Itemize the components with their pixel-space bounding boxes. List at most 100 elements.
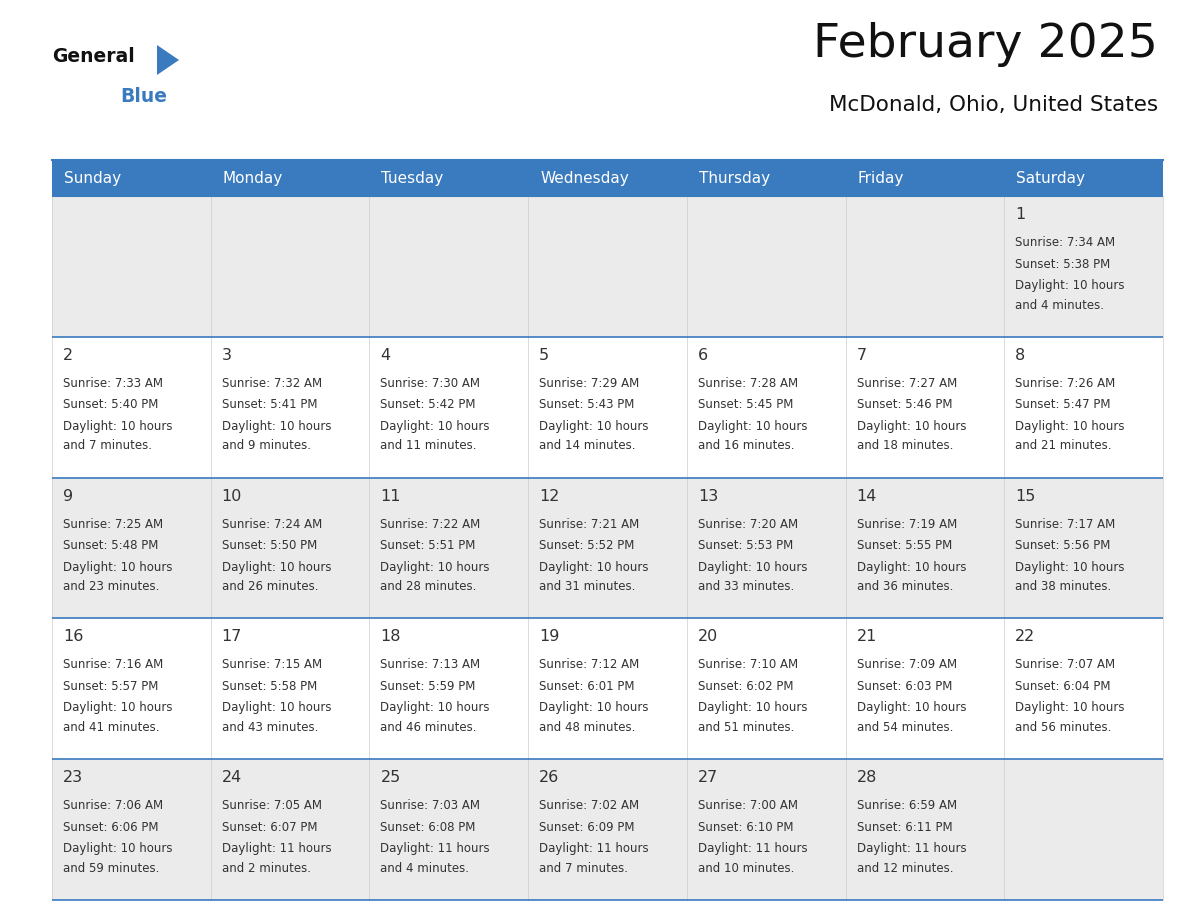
Text: Sunset: 6:08 PM: Sunset: 6:08 PM	[380, 821, 476, 834]
Bar	[846, 759, 1004, 900]
Text: Sunrise: 6:59 AM: Sunrise: 6:59 AM	[857, 800, 956, 812]
Bar	[52, 759, 210, 900]
Bar	[210, 196, 369, 337]
Text: 24: 24	[222, 770, 242, 785]
Text: Sunrise: 7:20 AM: Sunrise: 7:20 AM	[697, 518, 798, 531]
Text: Thursday: Thursday	[699, 171, 770, 185]
Text: 14: 14	[857, 488, 877, 504]
Text: 3: 3	[222, 348, 232, 363]
Text: Sunset: 5:56 PM: Sunset: 5:56 PM	[1016, 539, 1111, 552]
Text: and 56 minutes.: and 56 minutes.	[1016, 721, 1112, 733]
Text: 12: 12	[539, 488, 560, 504]
Text: Daylight: 10 hours: Daylight: 10 hours	[63, 842, 172, 856]
Text: Sunrise: 7:16 AM: Sunrise: 7:16 AM	[63, 658, 163, 671]
Text: Sunrise: 7:19 AM: Sunrise: 7:19 AM	[857, 518, 956, 531]
Text: Sunset: 5:47 PM: Sunset: 5:47 PM	[1016, 398, 1111, 411]
Text: and 28 minutes.: and 28 minutes.	[380, 580, 476, 593]
Text: and 51 minutes.: and 51 minutes.	[697, 721, 795, 733]
Text: Sunrise: 7:22 AM: Sunrise: 7:22 AM	[380, 518, 481, 531]
Bar	[846, 619, 1004, 759]
Bar	[1004, 477, 1163, 619]
Bar	[1004, 196, 1163, 337]
Text: Sunrise: 7:13 AM: Sunrise: 7:13 AM	[380, 658, 481, 671]
Bar	[369, 619, 529, 759]
Text: 20: 20	[697, 630, 718, 644]
Text: Daylight: 10 hours: Daylight: 10 hours	[222, 420, 331, 432]
Text: 18: 18	[380, 630, 400, 644]
Text: Sunrise: 7:24 AM: Sunrise: 7:24 AM	[222, 518, 322, 531]
Text: and 23 minutes.: and 23 minutes.	[63, 580, 159, 593]
Text: and 38 minutes.: and 38 minutes.	[1016, 580, 1112, 593]
Text: and 2 minutes.: and 2 minutes.	[222, 862, 311, 875]
Text: 16: 16	[63, 630, 83, 644]
Bar	[529, 477, 687, 619]
Text: 27: 27	[697, 770, 718, 785]
Text: Blue: Blue	[120, 87, 168, 106]
Bar	[1004, 759, 1163, 900]
Bar	[52, 337, 210, 477]
Text: 5: 5	[539, 348, 549, 363]
Text: and 59 minutes.: and 59 minutes.	[63, 862, 159, 875]
Text: 10: 10	[222, 488, 242, 504]
Bar	[687, 759, 846, 900]
Text: Sunrise: 7:09 AM: Sunrise: 7:09 AM	[857, 658, 956, 671]
Bar	[52, 477, 210, 619]
Text: and 54 minutes.: and 54 minutes.	[857, 721, 953, 733]
Text: Sunset: 6:04 PM: Sunset: 6:04 PM	[1016, 680, 1111, 693]
Text: Sunrise: 7:02 AM: Sunrise: 7:02 AM	[539, 800, 639, 812]
Text: Sunrise: 7:21 AM: Sunrise: 7:21 AM	[539, 518, 639, 531]
Text: Sunset: 5:41 PM: Sunset: 5:41 PM	[222, 398, 317, 411]
Text: Daylight: 10 hours: Daylight: 10 hours	[697, 561, 808, 574]
Bar	[687, 619, 846, 759]
Text: Daylight: 10 hours: Daylight: 10 hours	[222, 701, 331, 714]
Text: Sunset: 5:58 PM: Sunset: 5:58 PM	[222, 680, 317, 693]
Text: Sunset: 6:01 PM: Sunset: 6:01 PM	[539, 680, 634, 693]
Text: Daylight: 10 hours: Daylight: 10 hours	[222, 561, 331, 574]
Text: Sunset: 5:43 PM: Sunset: 5:43 PM	[539, 398, 634, 411]
Text: Friday: Friday	[858, 171, 904, 185]
Text: Sunset: 5:50 PM: Sunset: 5:50 PM	[222, 539, 317, 552]
Bar	[1004, 337, 1163, 477]
Bar	[52, 196, 210, 337]
Text: and 9 minutes.: and 9 minutes.	[222, 440, 311, 453]
Text: Sunrise: 7:29 AM: Sunrise: 7:29 AM	[539, 376, 639, 390]
Text: 6: 6	[697, 348, 708, 363]
Bar	[210, 759, 369, 900]
Bar	[52, 160, 1163, 196]
Text: Sunrise: 7:06 AM: Sunrise: 7:06 AM	[63, 800, 163, 812]
Text: 22: 22	[1016, 630, 1036, 644]
Text: Daylight: 10 hours: Daylight: 10 hours	[1016, 420, 1125, 432]
Text: Sunset: 5:51 PM: Sunset: 5:51 PM	[380, 539, 476, 552]
Bar	[1004, 619, 1163, 759]
Text: Sunrise: 7:17 AM: Sunrise: 7:17 AM	[1016, 518, 1116, 531]
Text: Daylight: 10 hours: Daylight: 10 hours	[857, 701, 966, 714]
Text: 8: 8	[1016, 348, 1025, 363]
Text: and 16 minutes.: and 16 minutes.	[697, 440, 795, 453]
Bar	[210, 619, 369, 759]
Text: Daylight: 10 hours: Daylight: 10 hours	[539, 420, 649, 432]
Text: Daylight: 10 hours: Daylight: 10 hours	[857, 561, 966, 574]
Text: Saturday: Saturday	[1016, 171, 1086, 185]
Text: and 4 minutes.: and 4 minutes.	[380, 862, 469, 875]
Text: Daylight: 11 hours: Daylight: 11 hours	[697, 842, 808, 856]
Text: Daylight: 11 hours: Daylight: 11 hours	[222, 842, 331, 856]
Text: 9: 9	[63, 488, 74, 504]
Text: Daylight: 10 hours: Daylight: 10 hours	[539, 561, 649, 574]
Text: Tuesday: Tuesday	[381, 171, 443, 185]
Bar	[210, 477, 369, 619]
Text: and 4 minutes.: and 4 minutes.	[1016, 298, 1105, 311]
Text: Daylight: 10 hours: Daylight: 10 hours	[380, 701, 489, 714]
Text: Sunset: 5:40 PM: Sunset: 5:40 PM	[63, 398, 158, 411]
Text: and 31 minutes.: and 31 minutes.	[539, 580, 636, 593]
Text: Daylight: 10 hours: Daylight: 10 hours	[63, 701, 172, 714]
Text: Sunrise: 7:33 AM: Sunrise: 7:33 AM	[63, 376, 163, 390]
Text: Sunday: Sunday	[64, 171, 121, 185]
Text: Sunrise: 7:32 AM: Sunrise: 7:32 AM	[222, 376, 322, 390]
Text: and 26 minutes.: and 26 minutes.	[222, 580, 318, 593]
Text: and 14 minutes.: and 14 minutes.	[539, 440, 636, 453]
Text: Sunrise: 7:28 AM: Sunrise: 7:28 AM	[697, 376, 798, 390]
Text: Daylight: 10 hours: Daylight: 10 hours	[539, 701, 649, 714]
Text: Sunset: 5:59 PM: Sunset: 5:59 PM	[380, 680, 476, 693]
Text: Sunrise: 7:25 AM: Sunrise: 7:25 AM	[63, 518, 163, 531]
Text: Sunrise: 7:30 AM: Sunrise: 7:30 AM	[380, 376, 480, 390]
